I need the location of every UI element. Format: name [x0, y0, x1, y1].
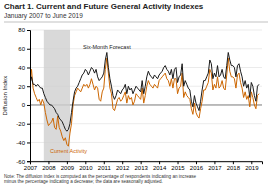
y-axis: -60 -40 -20 0 20 40 60 80: [16, 27, 30, 164]
tick-label: 2016: [190, 165, 204, 171]
tick-label: 2009: [61, 165, 75, 171]
tick: 2007: [24, 161, 38, 171]
tick-mark: [27, 49, 30, 50]
tick-label: -40: [16, 140, 25, 146]
tick: 2013: [134, 161, 148, 171]
tick: -60: [16, 159, 30, 165]
series-labels: Six-Month Forecast Current Activity: [50, 44, 131, 154]
series-line: [30, 58, 259, 146]
tick: 2018: [227, 161, 241, 171]
tick-label: 0: [22, 102, 26, 108]
tick: -20: [16, 121, 30, 127]
tick: 2008: [42, 161, 56, 171]
grid: [30, 30, 262, 161]
tick: 2009: [61, 161, 75, 171]
tick-mark: [27, 124, 30, 125]
tick-label: 2018: [227, 165, 241, 171]
y-axis-label: Diffusion Index: [2, 76, 8, 116]
tick-label: 2007: [24, 165, 38, 171]
tick: 20: [18, 84, 30, 90]
tick-label: 2011: [98, 165, 112, 171]
tick: 2010: [79, 161, 93, 171]
tick-mark: [27, 142, 30, 143]
tick-label: 2017: [208, 165, 222, 171]
tick-label: 2014: [153, 165, 167, 171]
subtitle: January 2007 to June 2019: [4, 12, 83, 20]
tick: 80: [18, 27, 30, 33]
tick: 40: [18, 65, 30, 71]
title: Chart 1. Current and Future General Acti…: [4, 2, 204, 11]
plot-area: 2007 2008 2009 2010 2011 2012 2013 2014 2015 2016…: [16, 27, 262, 171]
tick-mark: [85, 161, 86, 164]
tick: 2012: [116, 161, 130, 171]
series-label: Six-Month Forecast: [83, 44, 131, 50]
tick: 2017: [208, 161, 222, 171]
axis-line: [27, 31, 31, 162]
axis-line: [31, 162, 263, 165]
tick-mark: [27, 30, 30, 31]
series-label: Current Activity: [50, 148, 87, 154]
tick-mark: [67, 161, 68, 164]
marks: [30, 30, 259, 161]
tick-mark: [196, 161, 197, 164]
title-rule: [4, 22, 268, 23]
tick: 60: [18, 46, 30, 52]
tick-mark: [122, 161, 123, 164]
tick-mark: [104, 161, 105, 164]
note: Note: The diffusion index is computed as…: [4, 174, 197, 179]
tick: 2014: [153, 161, 167, 171]
tick: 2011: [98, 161, 112, 171]
x-axis: 2007 2008 2009 2010 2011 2012 2013 2014 2015 2016…: [24, 161, 263, 171]
tick-mark: [178, 161, 179, 164]
tick-mark: [27, 86, 30, 87]
tick-mark: [27, 67, 30, 68]
tick-label: 40: [18, 65, 25, 71]
tick-label: 20: [18, 84, 25, 90]
tick-label: 2013: [134, 165, 148, 171]
tick-label: 2019: [245, 165, 259, 171]
tick-mark: [27, 105, 30, 106]
tick: -40: [16, 140, 30, 146]
tick-label: 80: [18, 27, 25, 33]
tick-mark: [27, 161, 30, 162]
tick-mark: [214, 161, 215, 164]
tick-label: 60: [18, 46, 25, 52]
series-line: [30, 52, 259, 131]
tick-label: 2010: [79, 165, 93, 171]
chart: Chart 1. Current and Future General Acti…: [0, 0, 272, 185]
tick-label: 2008: [42, 165, 56, 171]
tick-mark: [141, 161, 142, 164]
tick: 2016: [190, 161, 204, 171]
tick-label: 2015: [171, 165, 185, 171]
tick-mark: [251, 161, 252, 164]
note: minus the percentage indicating a decrea…: [4, 179, 163, 184]
tick: 2019: [245, 161, 259, 171]
tick-mark: [48, 161, 49, 164]
tick-label: 2012: [116, 165, 130, 171]
tick-mark: [233, 161, 234, 164]
tick: 2015: [171, 161, 185, 171]
tick: 0: [22, 102, 30, 108]
tick-label: -20: [16, 121, 25, 127]
tick-mark: [159, 161, 160, 164]
tick-label: -60: [16, 159, 25, 165]
